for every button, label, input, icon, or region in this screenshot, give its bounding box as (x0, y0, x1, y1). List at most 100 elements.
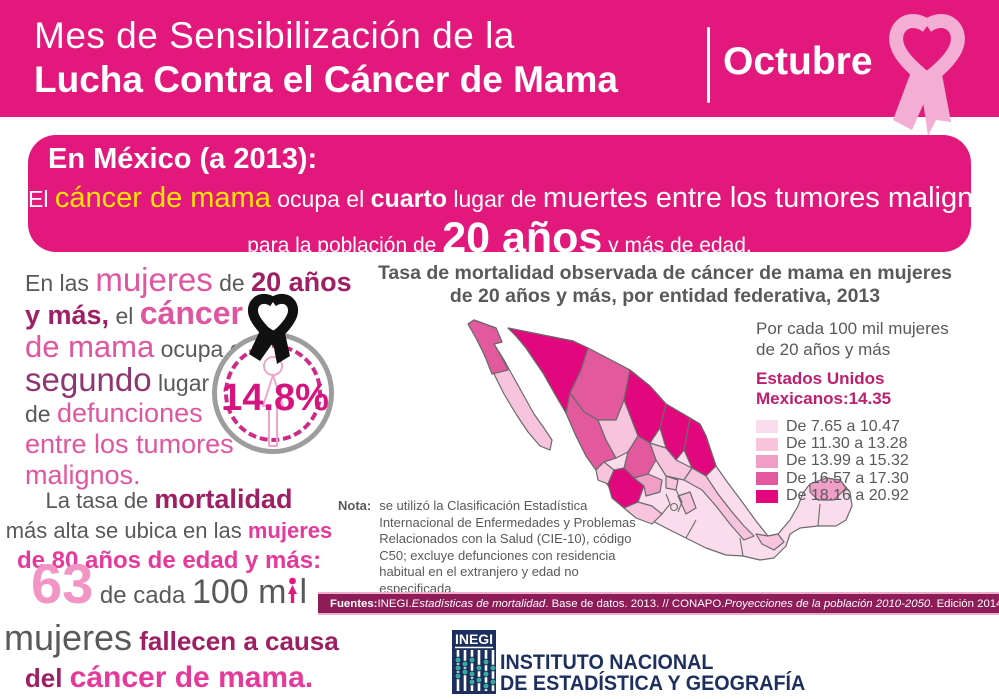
legend-label: De 7.65 a 10.47 (786, 417, 900, 435)
highlight-20-anos: 20 años (251, 267, 352, 297)
legend-swatch-2 (756, 437, 778, 451)
p1-line-6: entre los tumores (25, 431, 345, 462)
inegi-acronym: INEGI (455, 631, 493, 647)
legend-swatch-4 (756, 472, 778, 486)
map-title: Tasa de mortalidad observada de cáncer d… (350, 262, 980, 308)
banner-line-3: para la población de 20 años y más de ed… (28, 214, 971, 263)
highlight-de-mama: de mama (25, 329, 155, 364)
header-divider (707, 27, 710, 103)
legend-label: De 16.57 a 17.30 (786, 469, 909, 487)
text: En las (25, 270, 96, 296)
map-tabasco (755, 533, 785, 551)
page-title: Mes de Sensibilización de la Lucha Contr… (34, 14, 618, 102)
text: el (109, 303, 140, 329)
banner-text: y más de edad. (602, 234, 752, 257)
note: Nota: se utilizó la Clasificación Estadí… (338, 498, 668, 597)
sources-title-italic: Estadísticas de mortalidad (411, 597, 546, 610)
text-del: del (24, 663, 70, 693)
legend-swatch-5 (756, 489, 778, 503)
banner-text: El (28, 186, 55, 212)
text: de cada (93, 582, 192, 609)
black-ribbon-icon (248, 293, 298, 364)
highlight-cancer-de-mama: cáncer de mama (54, 182, 271, 214)
legend-unit-line-1: Por cada 100 mil mujeres (756, 319, 949, 338)
text-mujeres: mujeres (4, 617, 133, 658)
highlight-cancer-de-mama: cáncer de mama. (69, 661, 314, 694)
woman-figure-icon (262, 356, 284, 447)
highlight-mujeres: mujeres (95, 261, 213, 298)
map-border-campeche-qroo (817, 503, 821, 527)
inegi-name-line-1: INSTITUTO NACIONAL (500, 651, 714, 674)
text: de (25, 401, 57, 427)
map-border-oaxaca-chiapas (739, 537, 744, 557)
national-value: Estados Unidos Mexicanos:14.35 (756, 369, 892, 408)
mexico-choropleth-map (467, 319, 853, 561)
highlight-segundo: segundo (25, 361, 152, 398)
banner-text: lugar de (447, 186, 543, 212)
inegi-name-line-2: DE ESTADÍSTICA Y GEOGRAFÍA (500, 672, 806, 695)
legend-row: De 18.16 a 20.92 (756, 487, 996, 505)
text: La tasa de (45, 488, 155, 513)
map-cdmx (669, 502, 679, 512)
p1-line-4: segundo lugar (25, 363, 345, 400)
badge-14-8: 14.8% (205, 292, 345, 482)
woman-figure-small-icon (288, 577, 298, 603)
highlight-mujeres: mujeres (247, 518, 333, 543)
banner-text: para la población de (247, 234, 443, 257)
inegi-name: INSTITUTO NACIONAL DE ESTADÍSTICA Y GEOG… (500, 652, 805, 694)
sources-text: INEGI. (377, 597, 412, 610)
text-100m: 100 m (191, 573, 287, 611)
p2-line-2: más alta se ubica en las mujeres (4, 517, 334, 547)
highlight-defunciones: defunciones (56, 398, 203, 428)
highlight-cancer: cáncer (139, 295, 243, 331)
sources-text: . Base de datos. 2013. // CONAPO. (545, 597, 725, 610)
map-baja-norte (467, 319, 509, 375)
p2-line-1: La tasa de mortalidad (4, 486, 334, 517)
legend-items: De 7.65 a 10.47 De 11.30 a 13.28 De 13.9… (756, 418, 996, 505)
inegi-logo-icon: INEGI (452, 630, 496, 694)
legend-row: De 16.57 a 17.30 (756, 470, 996, 487)
p1-line-2: y más, el cáncer (25, 297, 345, 333)
map-border-morelos (675, 489, 683, 513)
banner-text: ocupa el (270, 186, 371, 212)
highlight-mortalidad: mortalidad (154, 484, 293, 514)
banner-heading: En México (a 2013): (48, 143, 318, 175)
map-border-guerrero-oaxaca (685, 519, 697, 539)
sources-title-italic: Proyecciones de la población 2010-2050 (724, 597, 931, 610)
map-tamaulipas (683, 417, 717, 477)
stat-row-3: del cáncer de mama. (4, 663, 334, 698)
text: lugar (151, 370, 210, 396)
p1-line-5: de defunciones (25, 400, 345, 431)
text: entre los tumores (25, 429, 234, 459)
stat-second-place: En las mujeres de 20 años y más, el cánc… (25, 263, 352, 493)
badge-value: 14.8% (221, 377, 329, 419)
inegi-logo: INEGI INSTITUTO NACIONAL DE ESTADÍSTICA … (452, 630, 825, 694)
highlight-fallecen: fallecen a causa (132, 626, 339, 656)
map-border-edomex (661, 493, 671, 515)
month-label: Octubre (723, 40, 873, 83)
legend-row: De 13.99 a 15.32 (756, 452, 996, 470)
highlight-cuarto: cuarto (370, 185, 447, 213)
text: de (212, 270, 252, 296)
map-veracruz (683, 467, 755, 541)
legend-label: De 13.99 a 15.32 (786, 452, 909, 470)
stat-row-2: mujeres fallecen a causa (4, 620, 339, 663)
big-number-63: 63 (30, 552, 94, 615)
legend-unit: Por cada 100 mil mujeres de 20 años y má… (756, 318, 996, 360)
legend-label: De 18.16 a 20.92 (786, 487, 909, 505)
banner-line-2: El cáncer de mama ocupa el cuarto lugar … (28, 182, 999, 215)
legend-label: De 11.30 a 13.28 (786, 435, 908, 453)
highlight-y-mas: y más, (25, 300, 110, 330)
legend: Por cada 100 mil mujeres de 20 años y má… (756, 318, 996, 505)
legend-unit-line-2: de 20 años y más (756, 340, 891, 359)
highlight-20-anos: 20 años (442, 214, 603, 262)
legend-row: De 11.30 a 13.28 (756, 435, 996, 452)
p1-line-7: malignos. (25, 462, 345, 493)
map-yucatan (809, 477, 847, 501)
legend-row: De 7.65 a 10.47 (756, 418, 996, 435)
note-label: Nota: (338, 498, 372, 513)
p2-line-3: de 80 años de edad y más: (4, 547, 334, 577)
